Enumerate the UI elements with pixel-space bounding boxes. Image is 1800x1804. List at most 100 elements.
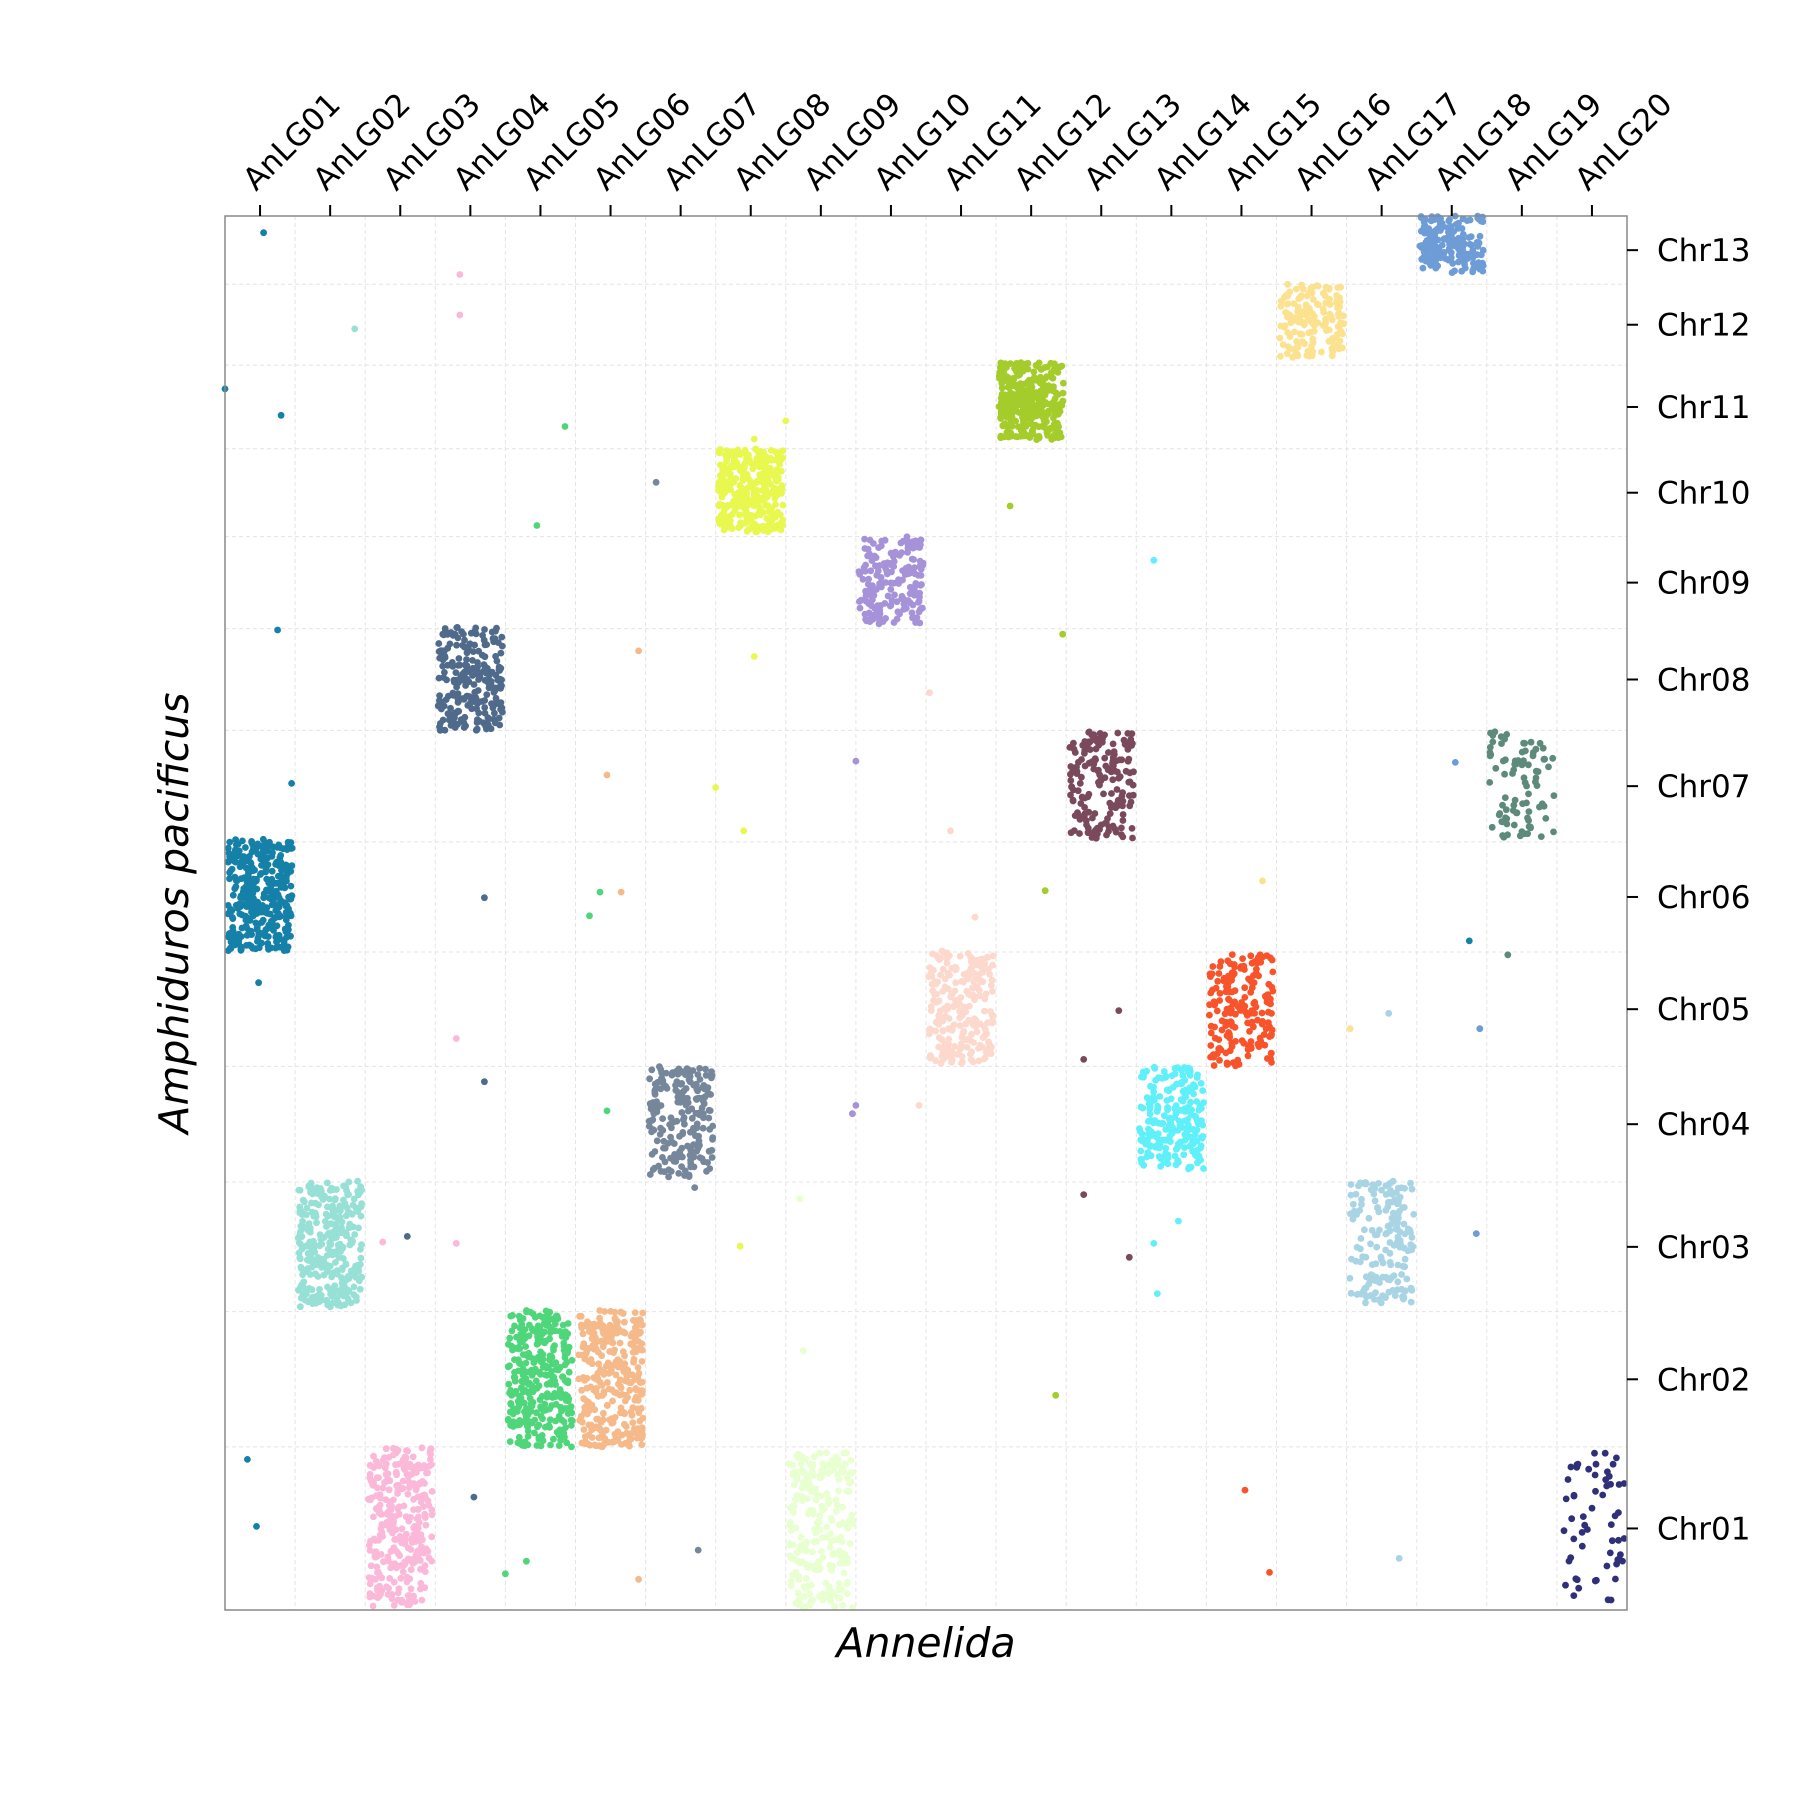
data-point: [1488, 823, 1496, 831]
data-point: [1255, 972, 1262, 980]
data-point: [485, 715, 493, 723]
data-point: [1615, 1536, 1622, 1544]
data-point: [1455, 258, 1462, 266]
data-point: [1074, 787, 1082, 795]
data-point: [779, 447, 787, 455]
data-point: [694, 1087, 701, 1095]
data-point: [1037, 379, 1044, 387]
data-point: [315, 1201, 322, 1209]
data-point: [1146, 1110, 1154, 1118]
data-point: [273, 938, 280, 946]
data-point: [1096, 730, 1104, 737]
data-point: [407, 1546, 415, 1553]
data-point: [345, 1178, 353, 1186]
data-point: [533, 1340, 541, 1348]
data-point: [981, 995, 989, 1003]
data-point: [1269, 987, 1277, 995]
data-point: [1224, 972, 1232, 980]
data-point: [807, 1598, 815, 1606]
data-point: [856, 598, 863, 605]
data-point: [309, 1188, 317, 1196]
data-point: [1147, 1082, 1154, 1090]
data-point: [660, 1144, 667, 1152]
data-point: [1429, 254, 1436, 262]
data-point: [1427, 262, 1435, 269]
data-point: [1156, 1093, 1164, 1100]
data-point: [369, 1602, 377, 1610]
data-point: [1127, 736, 1135, 743]
data-point: [797, 1460, 805, 1468]
data-point: [366, 1474, 374, 1482]
data-point: [387, 1498, 394, 1505]
data-point: [1109, 776, 1117, 784]
data-point: [358, 1186, 365, 1194]
outlier-point: [796, 1195, 804, 1203]
data-point: [1085, 728, 1093, 736]
data-point: [415, 1550, 423, 1558]
data-point: [531, 1429, 538, 1437]
data-point: [715, 502, 723, 510]
data-point: [1248, 1018, 1256, 1026]
data-point: [646, 1075, 653, 1083]
data-point: [1365, 1214, 1373, 1222]
data-point: [283, 909, 290, 917]
data-point: [390, 1544, 398, 1551]
data-point: [1475, 264, 1483, 272]
data-point: [1129, 834, 1136, 842]
points-layer: [221, 212, 1628, 1612]
data-point: [1163, 1086, 1171, 1094]
data-point: [1070, 739, 1077, 747]
data-point: [562, 1424, 569, 1431]
data-point: [1143, 1153, 1151, 1161]
data-point: [587, 1356, 595, 1363]
data-point: [932, 1027, 939, 1035]
data-point: [249, 894, 257, 902]
data-point: [1035, 423, 1043, 431]
data-point: [605, 1360, 613, 1368]
data-point: [729, 448, 736, 456]
data-point: [1189, 1126, 1197, 1133]
data-point: [844, 1559, 851, 1567]
outlier-point: [379, 1238, 387, 1246]
data-point: [838, 1538, 846, 1546]
data-point: [734, 447, 741, 455]
data-point: [1044, 363, 1051, 371]
data-point: [1310, 327, 1318, 335]
data-point: [319, 1196, 327, 1203]
data-point: [1110, 748, 1118, 756]
outlier-point: [1266, 1569, 1273, 1576]
data-point: [981, 1054, 989, 1062]
data-point: [608, 1386, 616, 1394]
data-point: [579, 1343, 587, 1351]
data-point: [1223, 1061, 1231, 1068]
data-point: [709, 1135, 716, 1143]
data-point: [1197, 1080, 1205, 1087]
data-point: [565, 1343, 573, 1351]
data-point: [840, 1449, 848, 1457]
data-point: [1570, 1535, 1578, 1543]
data-point: [1599, 1491, 1607, 1499]
data-point: [519, 1366, 527, 1374]
data-point: [588, 1403, 596, 1411]
data-point: [1024, 378, 1032, 386]
data-point: [1247, 1042, 1255, 1050]
data-point: [281, 925, 289, 933]
data-point: [1284, 343, 1292, 350]
data-point: [789, 1541, 797, 1549]
y-tick-label: Chr12: [1657, 308, 1750, 344]
data-point: [264, 942, 272, 950]
data-point: [945, 1035, 953, 1043]
data-point: [1222, 983, 1230, 990]
data-point: [789, 1461, 797, 1469]
data-point: [243, 878, 251, 886]
data-point: [510, 1373, 518, 1381]
data-point: [1130, 768, 1137, 776]
data-point: [933, 990, 941, 998]
data-point: [350, 1283, 358, 1291]
data-point: [634, 1364, 642, 1371]
data-point: [1189, 1133, 1196, 1141]
data-point: [418, 1444, 426, 1452]
data-point: [823, 1449, 830, 1457]
data-point: [1241, 1008, 1249, 1016]
data-point: [1382, 1230, 1390, 1238]
